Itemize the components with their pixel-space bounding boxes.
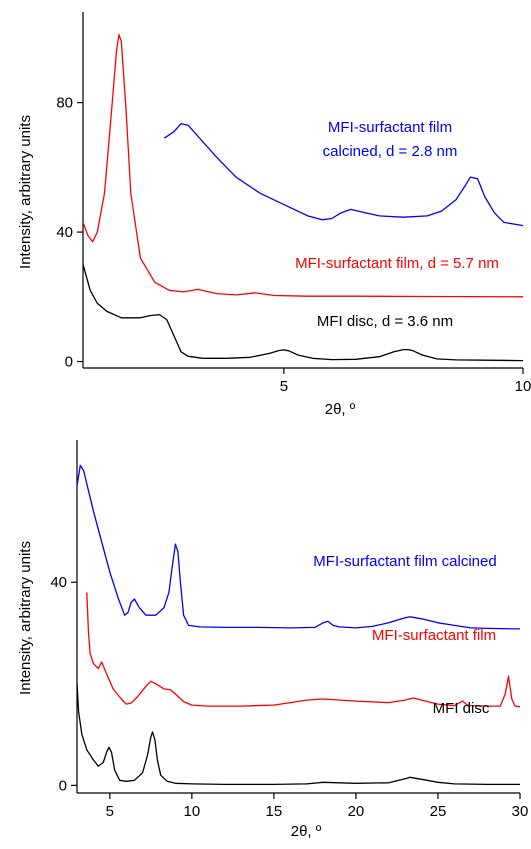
top-annotations: MFI-surfactant film calcined, d = 2.8 nm… (295, 119, 499, 330)
top-ylabel: Intensity, arbitrary units (17, 115, 34, 269)
top-series-line-0 (163, 123, 524, 227)
top-series-group (82, 34, 524, 362)
bottom-label-red: MFI-surfactant film (372, 627, 496, 644)
top-x-tick-label: 10 (515, 378, 531, 395)
bottom-series-line-0 (76, 464, 521, 630)
top-y-tick-label: 0 (65, 354, 73, 371)
bottom-x-tick-label: 15 (266, 803, 283, 820)
top-label-blue-line2: calcined, d = 2.8 nm (323, 143, 458, 160)
bottom-ylabel: Intensity, arbitrary units (17, 541, 34, 695)
top-series-line-2 (82, 264, 524, 362)
top-y-tick-label: 80 (56, 95, 73, 112)
bottom-label-black: MFI disc (433, 700, 490, 717)
bottom-series-group (76, 464, 521, 786)
bottom-series-line-2 (76, 683, 520, 786)
bottom-x-tick-label: 25 (430, 803, 447, 820)
bottom-series-line-1 (86, 592, 521, 708)
chart-bottom: 5 10 15 20 25 30 0 40 2θ, º Intensity, arbitrar… (17, 440, 528, 840)
top-x-tick-label: 5 (280, 378, 288, 395)
bottom-x-tick-label: 10 (184, 803, 201, 820)
bottom-y-tick-label: 40 (50, 574, 67, 591)
bottom-ticks: 5 10 15 20 25 30 0 40 (50, 574, 528, 820)
bottom-annotations: MFI-surfactant film calcined MFI-surfact… (313, 553, 496, 717)
top-label-black: MFI disc, d = 3.6 nm (317, 313, 453, 330)
bottom-y-tick-label: 0 (59, 777, 67, 794)
chart-top: 5 10 0 40 80 2θ, º Intensity, arbitrary unit… (17, 12, 531, 418)
top-label-red: MFI-surfactant film, d = 5.7 nm (295, 255, 499, 272)
bottom-x-tick-label: 5 (106, 803, 114, 820)
top-series-line-1 (82, 34, 524, 298)
bottom-label-blue: MFI-surfactant film calcined (313, 553, 496, 570)
bottom-xlabel: 2θ, º (291, 823, 322, 840)
top-ticks: 5 10 0 40 80 (56, 95, 531, 395)
bottom-x-tick-label: 20 (348, 803, 365, 820)
top-y-tick-label: 40 (56, 224, 73, 241)
top-label-blue-line1: MFI-surfactant film (328, 119, 452, 136)
bottom-x-tick-label: 30 (512, 803, 529, 820)
top-xlabel: 2θ, º (325, 401, 356, 418)
